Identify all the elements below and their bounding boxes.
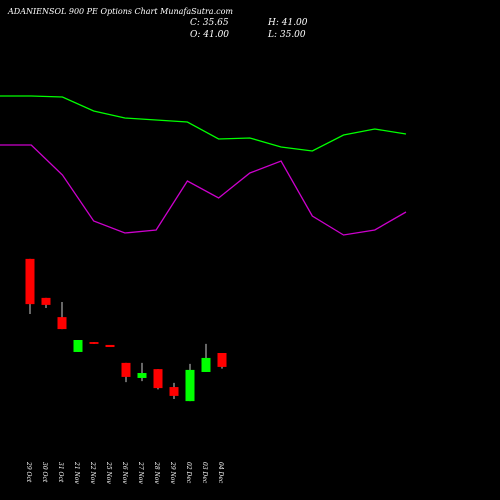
x-tick-label: 02 Dec [185,462,192,484]
x-tick-label: 29 Nov [169,461,176,484]
candle-body [73,340,83,352]
x-tick-label: 04 Dec [217,462,224,484]
x-tick-label: 27 Nov [137,461,144,484]
x-tick-label: 28 Nov [153,461,160,484]
low-label: L: 35.00 [267,30,306,40]
candle-body [217,353,227,367]
open-label: O: 41.00 [190,30,229,40]
x-tick-label: 26 Nov [121,461,128,484]
close-label: C: 35.65 [190,18,229,28]
x-tick-label: 31 Oct [57,462,64,483]
candle-body [105,344,115,348]
candle-body [89,342,99,344]
indicator-line [0,144,407,236]
x-tick-label: 21 Nov [73,461,80,484]
x-tick-label: 30 Oct [41,462,48,483]
candle-body [137,373,147,378]
candle-body [169,387,179,396]
candle-body [25,258,35,305]
candle-body [201,357,211,372]
candle-body [57,317,67,330]
x-tick-label: 03 Dec [201,462,208,484]
high-label: H: 41.00 [267,18,308,28]
chart-title: ADANIENSOL 900 PE Options Chart MunafaSu… [7,7,233,16]
x-tick-label: 22 Nov [89,461,96,484]
candle-body [41,297,51,305]
x-tick-label: 29 Oct [25,461,32,483]
candle-body [185,369,195,402]
candle-body [121,362,131,377]
x-tick-label: 25 Nov [105,461,112,484]
candle-body [153,369,163,389]
indicator-line [0,95,407,152]
